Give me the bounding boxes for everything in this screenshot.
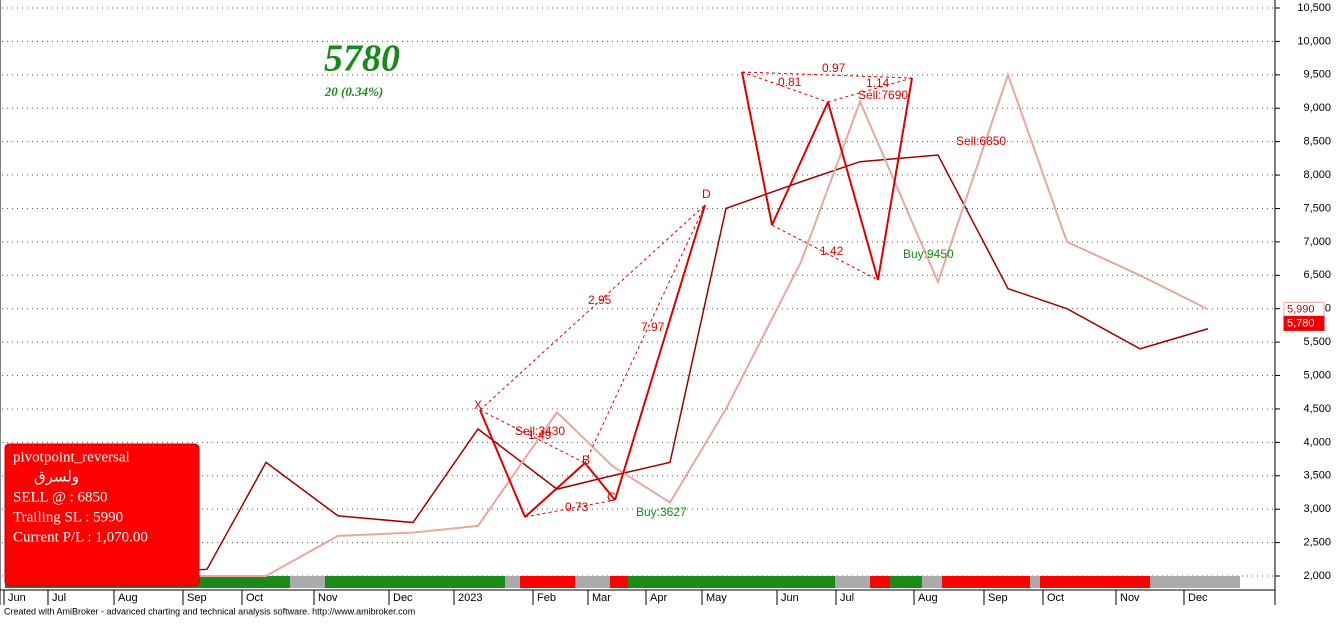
status-bar bbox=[505, 576, 520, 588]
x-tick-label: Aug bbox=[918, 592, 938, 604]
status-bar bbox=[890, 576, 922, 588]
info-line: Trailing SL : 5990 bbox=[13, 509, 123, 525]
status-bar bbox=[942, 576, 1030, 588]
annotation: 0.81 bbox=[778, 75, 802, 89]
y-tick-label: 5,000 bbox=[1303, 369, 1331, 381]
trailing-stop-line bbox=[27, 71, 1209, 577]
status-bar bbox=[610, 576, 628, 588]
x-tick-label: Oct bbox=[1047, 592, 1064, 604]
price-line bbox=[27, 154, 1209, 574]
status-bar bbox=[1040, 576, 1150, 588]
x-tick-label: May bbox=[706, 592, 727, 604]
pattern-line bbox=[479, 409, 526, 518]
price-tag bbox=[1283, 315, 1325, 331]
price-tag-label: 5,990 bbox=[1287, 303, 1315, 315]
price-tag-label: 5,780 bbox=[1287, 317, 1315, 329]
x-tick-label: Aug bbox=[118, 592, 138, 604]
y-tick-label: 2,000 bbox=[1303, 570, 1331, 582]
y-tick-label: 5,500 bbox=[1303, 336, 1331, 348]
y-tick-label: 8,000 bbox=[1303, 169, 1331, 181]
status-bar bbox=[1150, 576, 1240, 588]
x-tick-label: Feb bbox=[537, 592, 556, 604]
x-tick-label: Jun bbox=[8, 592, 26, 604]
x-tick-label: Dec bbox=[1188, 592, 1208, 604]
status-bar bbox=[835, 576, 870, 588]
x-tick-label: Nov bbox=[318, 592, 338, 604]
annotation: Sell:6850 bbox=[956, 134, 1006, 148]
annotation: 1.42 bbox=[820, 244, 844, 258]
annotation: 7.97 bbox=[641, 320, 665, 334]
chart-title: 5780 bbox=[324, 38, 400, 80]
annotation: Buy:3627 bbox=[636, 505, 687, 519]
status-bar bbox=[922, 576, 942, 588]
chart-subtitle: 20 (0.34%) bbox=[324, 84, 384, 99]
info-line: ولسرق bbox=[34, 469, 79, 485]
pattern-guide bbox=[479, 204, 706, 411]
annotation: 2.95 bbox=[588, 293, 612, 307]
x-tick-label: Dec bbox=[393, 592, 413, 604]
status-bar bbox=[325, 576, 505, 588]
pattern-guide bbox=[741, 71, 913, 79]
info-box bbox=[4, 443, 200, 587]
annotation: Sell:7690 bbox=[858, 88, 908, 102]
y-tick-label: 10,500 bbox=[1297, 2, 1331, 14]
x-tick-label: Mar bbox=[592, 592, 611, 604]
y-tick-label: 4,500 bbox=[1303, 403, 1331, 415]
info-line: Current P/L : 1,070.00 bbox=[13, 529, 148, 545]
annotation: C bbox=[607, 490, 616, 504]
pattern-line bbox=[877, 77, 913, 281]
y-tick-label: 3,500 bbox=[1303, 470, 1331, 482]
y-tick-label: 6,500 bbox=[1303, 269, 1331, 281]
y-tick-label: 2,500 bbox=[1303, 536, 1331, 548]
status-bar bbox=[1030, 576, 1040, 588]
footer: Created with AmiBroker - advanced charti… bbox=[4, 606, 415, 616]
pattern-line bbox=[771, 101, 829, 226]
pattern-guide bbox=[771, 224, 879, 281]
y-tick-label: 7,500 bbox=[1303, 202, 1331, 214]
annotation: Buy:9450 bbox=[903, 247, 954, 261]
pattern-guide bbox=[827, 77, 913, 103]
y-tick-label: 9,000 bbox=[1303, 102, 1331, 114]
annotation: B bbox=[582, 453, 590, 467]
pattern-line bbox=[524, 462, 586, 518]
status-bar bbox=[290, 576, 325, 588]
y-tick-label: 9,500 bbox=[1303, 69, 1331, 81]
pattern-line bbox=[741, 71, 773, 226]
annotation: X bbox=[474, 398, 482, 412]
annotation: 0.73 bbox=[565, 500, 589, 514]
y-tick-label: 4,000 bbox=[1303, 436, 1331, 448]
annotation: D bbox=[702, 187, 711, 201]
pattern-line bbox=[584, 462, 616, 501]
status-bar bbox=[520, 576, 575, 588]
x-tick-label: Jul bbox=[52, 592, 66, 604]
pattern-line bbox=[614, 204, 706, 501]
x-tick-label: Sep bbox=[187, 592, 207, 604]
y-tick-label: 3,000 bbox=[1303, 503, 1331, 515]
annotation: 1.14 bbox=[866, 76, 890, 90]
annotation: 0.97 bbox=[822, 61, 846, 75]
y-tick-label: 7,000 bbox=[1303, 236, 1331, 248]
info-line: pivotpoint_reversal bbox=[13, 449, 130, 465]
pattern-guide bbox=[479, 409, 586, 464]
x-tick-label: Nov bbox=[1120, 592, 1140, 604]
x-tick-label: Apr bbox=[650, 592, 667, 604]
info-line: SELL @ : 6850 bbox=[13, 489, 108, 505]
y-tick-label: 8,500 bbox=[1303, 136, 1331, 148]
status-bar bbox=[628, 576, 835, 588]
pattern-line bbox=[827, 101, 879, 281]
x-tick-label: Jun bbox=[781, 592, 799, 604]
x-tick-label: Sep bbox=[988, 592, 1008, 604]
annotation: 1.49 bbox=[528, 428, 552, 442]
annotation: Sell:3430 bbox=[515, 424, 565, 438]
x-tick-label: Oct bbox=[246, 592, 263, 604]
y-tick-label: 10,000 bbox=[1297, 35, 1331, 47]
status-bar bbox=[870, 576, 890, 588]
status-bar bbox=[575, 576, 610, 588]
x-tick-label: 2023 bbox=[458, 592, 482, 604]
x-tick-label: Jul bbox=[840, 592, 854, 604]
